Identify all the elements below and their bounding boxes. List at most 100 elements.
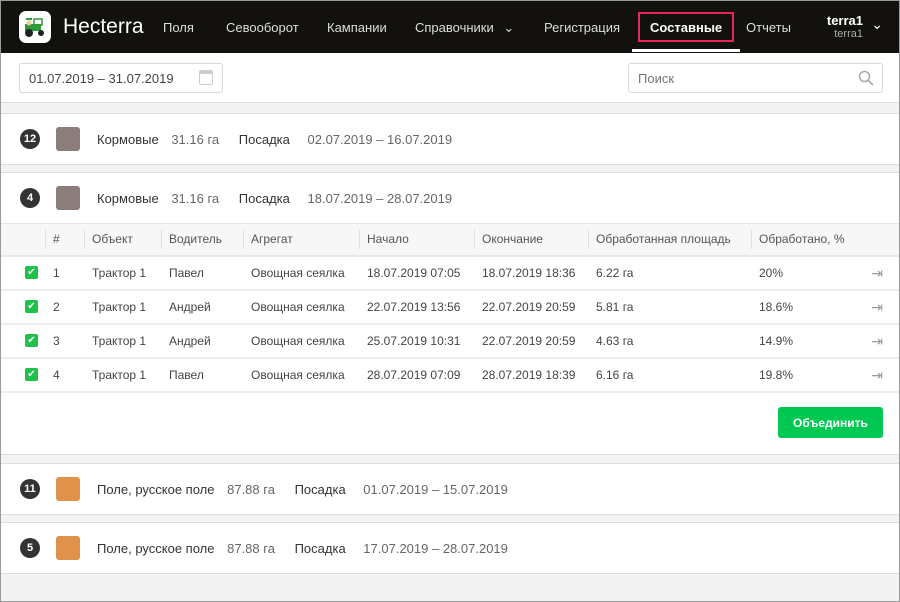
area: 31.16 га: [171, 191, 220, 206]
table-row: ✔ 1 Трактор 1 Павел Овощная сеялка 18.07.2019…: [1, 255, 899, 291]
table-cell: 28.07.2019 18:39: [474, 357, 588, 393]
row-checkbox[interactable]: ✔: [25, 334, 38, 347]
table-cell: 6.22 га: [588, 255, 751, 291]
table-cell: 18.07.2019 18:36: [474, 255, 588, 291]
group-header[interactable]: 4 Кормовые 31.16 га Посадка 18.07.2019 –…: [1, 173, 899, 223]
count-badge: 12: [20, 129, 40, 149]
table-cell: Павел: [161, 357, 243, 393]
group-info: Поле, русское поле 87.88 га Посадка 01.0…: [97, 482, 517, 497]
table-header: # Объект Водитель Агрегат Начало Окончание Обр…: [1, 223, 899, 257]
column-header[interactable]: Начало: [359, 223, 474, 257]
area: 87.88 га: [227, 541, 275, 556]
table-cell: 3: [45, 323, 84, 359]
top-nav: Hecterra Поля Севооборот Кампании Справо…: [1, 1, 899, 53]
table-cell: Трактор 1: [84, 357, 161, 393]
column-header[interactable]: Обработанная площадь: [588, 223, 751, 257]
column-header[interactable]: Обработано, %: [751, 223, 899, 257]
operation: Посадка: [294, 541, 346, 556]
table-cell: Овощная сеялка: [243, 357, 359, 393]
color-swatch: [56, 186, 80, 210]
group-header[interactable]: 11 Поле, русское поле 87.88 га Посадка 0…: [1, 464, 899, 514]
table-cell: Овощная сеялка: [243, 323, 359, 359]
color-swatch: [56, 477, 80, 501]
row-checkbox[interactable]: ✔: [25, 368, 38, 381]
group-info: Кормовые 31.16 га Посадка 02.07.2019 – 1…: [97, 132, 461, 147]
count-badge: 4: [20, 188, 40, 208]
table-cell: 22.07.2019 13:56: [359, 289, 474, 325]
table-cell: 6.16 га: [588, 357, 751, 393]
nav-registration[interactable]: Регистрация: [544, 20, 620, 35]
table-cell: Овощная сеялка: [243, 289, 359, 325]
date-range-value: 01.07.2019 – 31.07.2019: [29, 71, 174, 86]
table-cell: 19.8%: [759, 367, 794, 382]
period: 02.07.2019 – 16.07.2019: [307, 132, 453, 147]
crop-name: Поле, русское поле: [97, 541, 215, 556]
nav-reports[interactable]: Отчеты: [746, 20, 791, 35]
group-header[interactable]: 12 Кормовые 31.16 га Посадка 02.07.2019 …: [1, 114, 899, 164]
nav-directories[interactable]: Справочники ⌄: [415, 20, 514, 36]
nav-composite[interactable]: Составные: [631, 12, 741, 52]
operation: Посадка: [238, 132, 290, 147]
user-name: terra1: [826, 13, 863, 28]
count-badge: 11: [20, 479, 40, 499]
table-row: ✔ 4 Трактор 1 Павел Овощная сеялка 28.07.2019…: [1, 357, 899, 393]
nav-directories-label: Справочники: [415, 20, 494, 35]
table-cell: Трактор 1: [84, 289, 161, 325]
group-info: Кормовые 31.16 га Посадка 18.07.2019 – 2…: [97, 191, 461, 206]
operation: Посадка: [238, 191, 290, 206]
crop-name: Кормовые: [97, 132, 159, 147]
search-input[interactable]: [628, 63, 883, 93]
column-header[interactable]: Агрегат: [243, 223, 359, 257]
filter-bar: 01.07.2019 – 31.07.2019: [1, 53, 899, 103]
sign-in-icon[interactable]: ⇥: [871, 366, 883, 383]
nav-fields[interactable]: Поля: [163, 20, 194, 35]
composite-group[interactable]: 11 Поле, русское поле 87.88 га Посадка 0…: [1, 463, 899, 515]
table-row: ✔ 3 Трактор 1 Андрей Овощная сеялка 25.07.201…: [1, 323, 899, 359]
count-badge: 5: [20, 538, 40, 558]
table-cell: Андрей: [161, 323, 243, 359]
group-header[interactable]: 5 Поле, русское поле 87.88 га Посадка 17…: [1, 523, 899, 573]
composite-group[interactable]: 12 Кормовые 31.16 га Посадка 02.07.2019 …: [1, 113, 899, 165]
date-range-input[interactable]: 01.07.2019 – 31.07.2019: [19, 63, 223, 93]
column-header[interactable]: Окончание: [474, 223, 588, 257]
column-header[interactable]: #: [45, 223, 84, 257]
sign-in-icon[interactable]: ⇥: [871, 264, 883, 281]
table-row: ✔ 2 Трактор 1 Андрей Овощная сеялка 22.07.201…: [1, 289, 899, 325]
color-swatch: [56, 127, 80, 151]
nav-crop-rotation[interactable]: Севооборот: [226, 20, 299, 35]
table-cell: 4.63 га: [588, 323, 751, 359]
search-icon[interactable]: [858, 70, 874, 86]
logo-tractor-icon[interactable]: [19, 11, 51, 43]
table-cell: 14.9%: [759, 333, 794, 348]
brand-name: Hecterra: [63, 15, 144, 38]
table-cell: 4: [45, 357, 84, 393]
user-chevron-down-icon[interactable]: ⌄: [871, 16, 883, 32]
operation: Посадка: [294, 482, 346, 497]
merge-button[interactable]: Объединить: [778, 407, 883, 438]
user-menu[interactable]: terra1 terra1: [827, 13, 863, 40]
area: 31.16 га: [171, 132, 220, 147]
calendar-icon[interactable]: [199, 70, 213, 85]
sign-in-icon[interactable]: ⇥: [871, 298, 883, 315]
crop-name: Поле, русское поле: [97, 482, 215, 497]
composite-group[interactable]: 5 Поле, русское поле 87.88 га Посадка 17…: [1, 522, 899, 574]
table-cell: 18.6%: [759, 299, 794, 314]
column-header[interactable]: Объект: [84, 223, 161, 257]
nav-campaigns[interactable]: Кампании: [327, 20, 387, 35]
table-cell: 22.07.2019 20:59: [474, 323, 588, 359]
composite-group[interactable]: 4 Кормовые 31.16 га Посадка 18.07.2019 –…: [1, 172, 899, 455]
table-cell: 2: [45, 289, 84, 325]
table-cell: Овощная сеялка: [243, 255, 359, 291]
crop-name: Кормовые: [97, 191, 159, 206]
table-cell: 28.07.2019 07:09: [359, 357, 474, 393]
table-cell: 18.07.2019 07:05: [359, 255, 474, 291]
period: 18.07.2019 – 28.07.2019: [307, 191, 453, 206]
row-checkbox[interactable]: ✔: [25, 300, 38, 313]
period: 01.07.2019 – 15.07.2019: [363, 482, 508, 497]
column-header[interactable]: Водитель: [161, 223, 243, 257]
tracks-table: # Объект Водитель Агрегат Начало Окончание Обр…: [1, 223, 899, 393]
table-cell: 20%: [759, 265, 784, 280]
row-checkbox[interactable]: ✔: [25, 266, 38, 279]
color-swatch: [56, 536, 80, 560]
sign-in-icon[interactable]: ⇥: [871, 332, 883, 349]
